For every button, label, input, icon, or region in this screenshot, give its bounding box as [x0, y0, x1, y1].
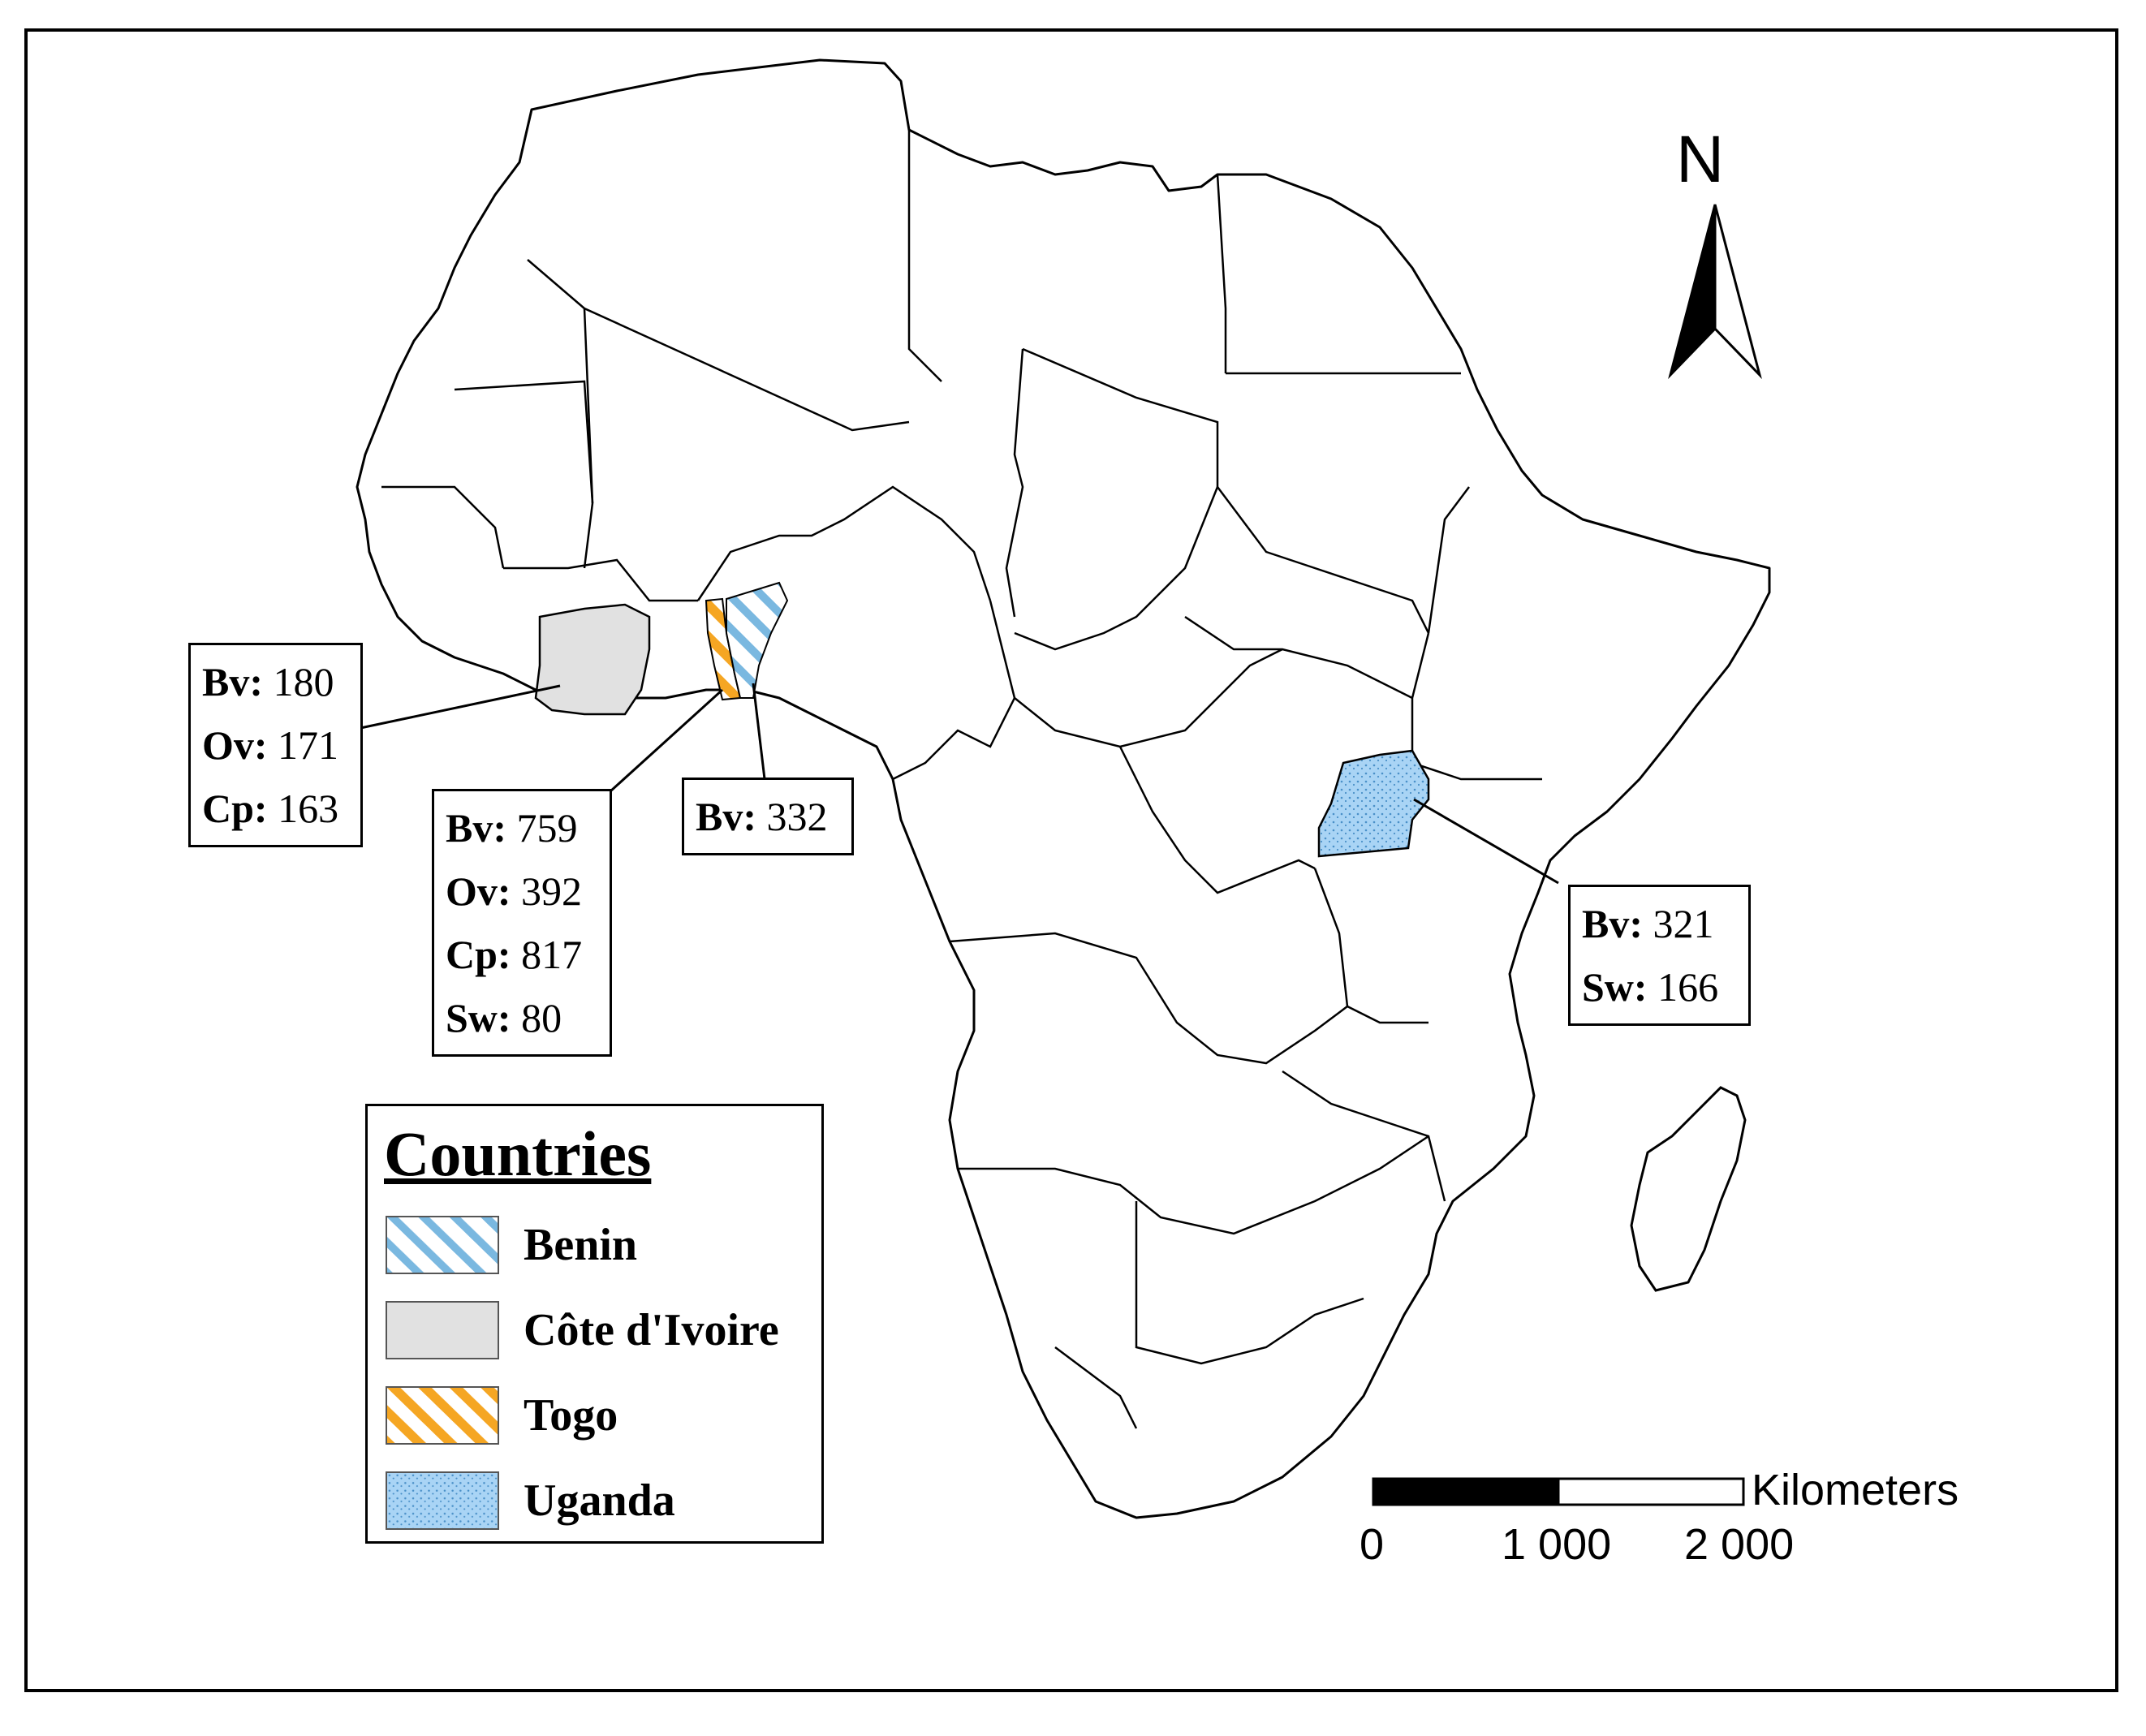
annotation-row: Bv: 332 — [696, 794, 828, 839]
annotation-row: Bv: 180 — [202, 659, 334, 704]
togo-swatch — [386, 1386, 499, 1445]
scale-tick-0: 0 — [1360, 1520, 1385, 1569]
legend-label: Togo — [524, 1390, 618, 1441]
annotation-row: Cp: 817 — [446, 932, 583, 977]
north-label: N — [1676, 123, 1725, 196]
annotation-row: Bv: 759 — [446, 805, 578, 851]
scale-tick-2000: 2 000 — [1684, 1520, 1795, 1569]
scale-bar — [1372, 1477, 1745, 1506]
annotation-row: Ov: 392 — [446, 868, 583, 914]
legend-label: Uganda — [524, 1475, 675, 1526]
map-frame — [24, 28, 2118, 1692]
country-borders — [381, 130, 1542, 1429]
annotation-uganda: Bv: 321 Sw: 166 — [1568, 885, 1751, 1026]
cote-divoire-swatch — [386, 1301, 499, 1359]
legend-label: Benin — [524, 1220, 638, 1270]
legend-label: Côte d'Ivoire — [524, 1305, 779, 1355]
benin-shape — [726, 581, 789, 699]
north-arrow-icon — [1668, 204, 1762, 380]
uganda-swatch — [386, 1471, 499, 1530]
uganda-shape — [1317, 749, 1430, 858]
legend: Countries Benin Côte d'Ivoire Togo Ugand… — [365, 1104, 824, 1544]
madagascar-outline — [1630, 1086, 1747, 1292]
scale-tick-1000: 1 000 — [1502, 1520, 1612, 1569]
annotation-togo: Bv: 759 Ov: 392 Cp: 817 Sw: 80 — [432, 789, 612, 1057]
africa-outline — [356, 58, 1771, 1519]
annotation-row: Sw: 166 — [1582, 964, 1719, 1010]
benin-swatch — [386, 1216, 499, 1274]
legend-title: Countries — [384, 1118, 652, 1189]
annotation-row: Sw: 80 — [446, 995, 562, 1040]
cote-divoire-shape — [534, 603, 651, 716]
annotation-row: Ov: 171 — [202, 722, 339, 768]
annotation-row: Cp: 163 — [202, 786, 339, 831]
annotation-benin: Bv: 332 — [682, 778, 854, 855]
scale-unit-label: Kilometers — [1752, 1466, 1959, 1514]
annotation-cote-divoire: Bv: 180 Ov: 171 Cp: 163 — [188, 643, 363, 847]
annotation-row: Bv: 321 — [1582, 901, 1714, 946]
